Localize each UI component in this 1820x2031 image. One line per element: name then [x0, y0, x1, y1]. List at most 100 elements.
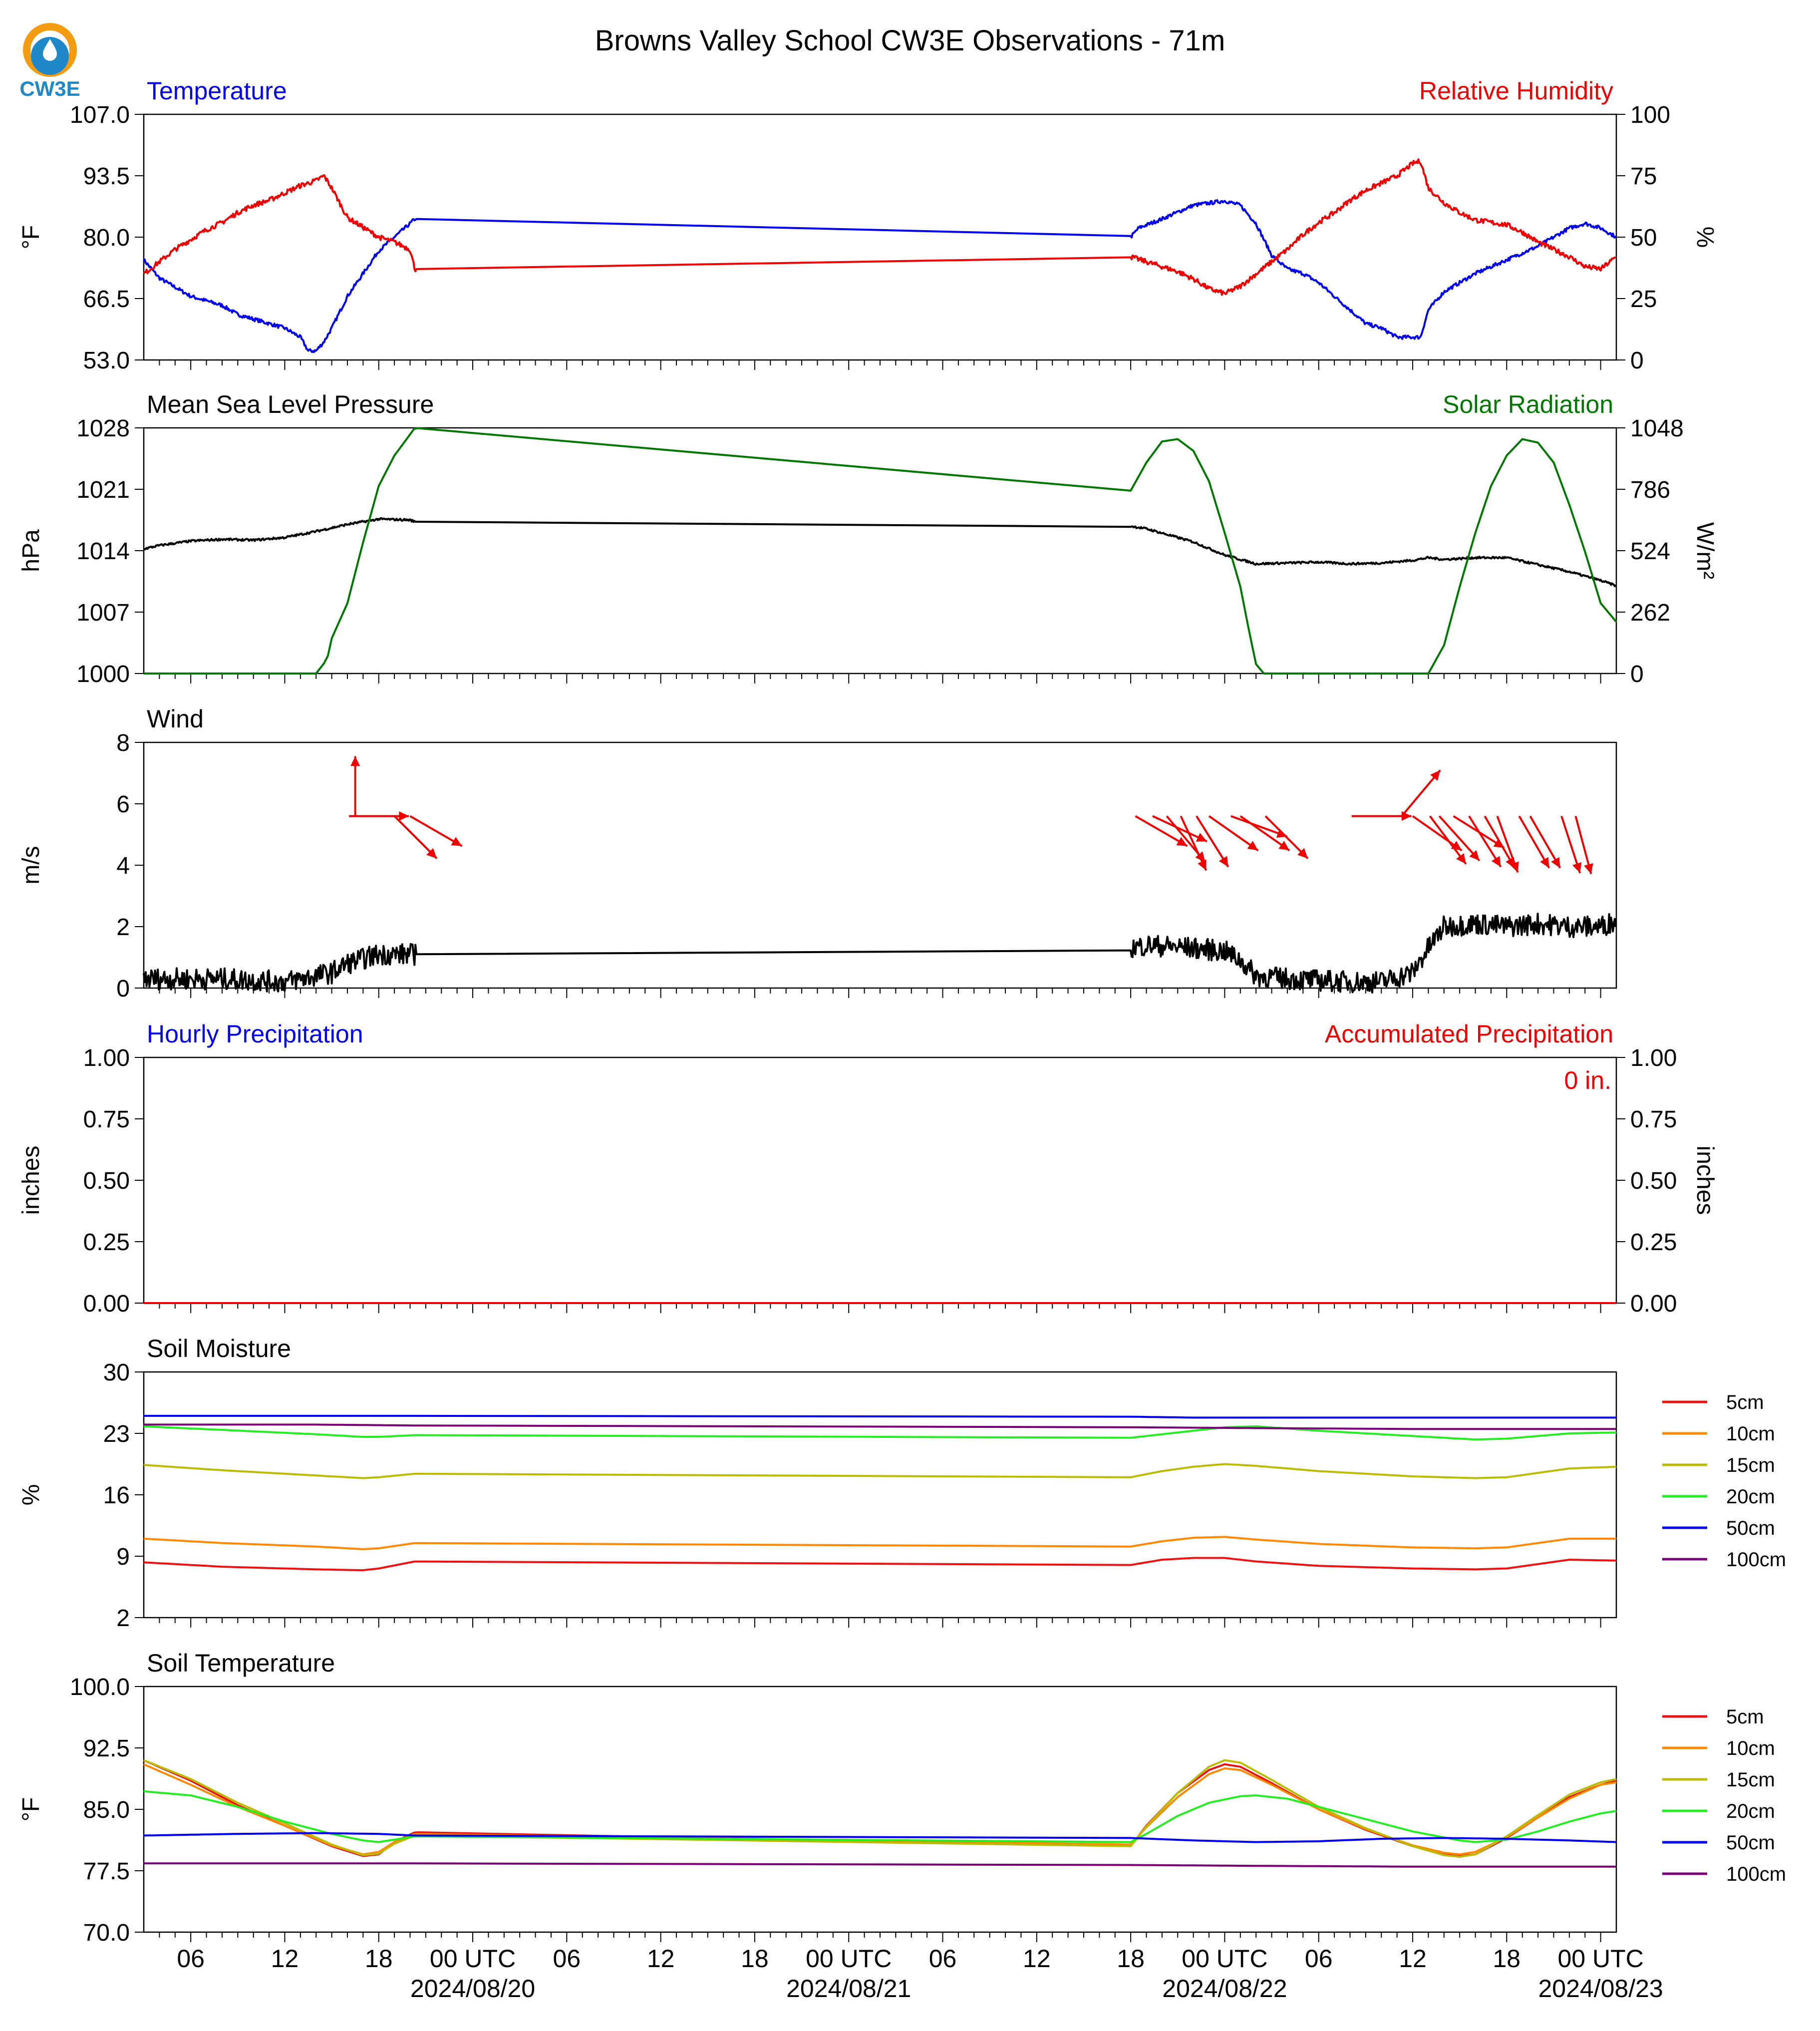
wind-arrow-shaft — [1429, 815, 1467, 865]
x-tick-label: 00 UTC — [1182, 1945, 1267, 1973]
legend: 5cm 10cm 15cm 20cm 50cm 100cm — [1662, 1706, 1786, 1885]
legend-label: 10cm — [1726, 1737, 1775, 1759]
y-tick-label: 0 — [116, 976, 130, 1002]
wind-arrow-shaft — [1180, 815, 1208, 871]
wind-arrow-head — [1198, 859, 1207, 871]
legend-label: 100cm — [1726, 1549, 1786, 1571]
y-right-tick-label: 75 — [1630, 163, 1657, 190]
y-tick-label: 1014 — [76, 538, 130, 565]
wind-arrow-shaft — [1518, 815, 1550, 869]
x-date-label: 2024/08/22 — [1162, 1975, 1287, 2003]
x-tick-label: 12 — [647, 1945, 675, 1973]
panel-precip: 0.00 0.25 0.50 0.75 1.00 0.00 0.25 0.50 0.75 1.00… — [18, 1020, 1718, 1317]
y-axis-label: m/s — [18, 846, 44, 884]
x-tick-label: 06 — [177, 1945, 205, 1973]
chart-title: Browns Valley School CW3E Observations -… — [595, 24, 1225, 57]
wind-arrow-shaft — [409, 815, 463, 847]
y-right-tick-label: 524 — [1630, 538, 1670, 565]
cw3e-logo: CW3E — [19, 23, 80, 100]
wind-arrow-shaft — [1208, 815, 1259, 852]
logo-text: CW3E — [19, 77, 80, 100]
wind-arrow — [1239, 815, 1290, 852]
wind-arrow — [349, 811, 409, 821]
wind-arrow-head — [1247, 841, 1258, 851]
y-right-tick-label: 50 — [1630, 225, 1657, 251]
y-tick-label: 1000 — [76, 661, 130, 687]
series-line-mean-sea-level-pressure — [143, 517, 1617, 588]
y-tick-label: 80.0 — [83, 225, 130, 251]
wind-arrow-head — [426, 848, 437, 859]
wind-arrow-head — [1491, 856, 1501, 867]
y-right-axis-label: % — [1692, 227, 1718, 248]
series-line-temperature — [143, 199, 1617, 353]
wind-arrow — [1496, 815, 1519, 873]
y-right-tick-label: 0.75 — [1630, 1106, 1677, 1133]
panel-title-left: Soil Moisture — [147, 1335, 291, 1362]
series-line-100cm — [144, 1862, 1616, 1868]
y-tick-label: 23 — [103, 1421, 130, 1447]
wind-arrow-head — [1469, 850, 1480, 861]
legend-label: 10cm — [1726, 1423, 1775, 1445]
y-tick-label: 2 — [116, 1605, 130, 1632]
series-line-10cm — [143, 1536, 1616, 1550]
legend-label: 5cm — [1726, 1391, 1764, 1413]
y-axis-label: °F — [18, 225, 44, 250]
wind-arrow — [350, 756, 360, 816]
wind-arrow-head — [1297, 848, 1308, 859]
y-tick-label: 0.75 — [83, 1106, 130, 1133]
y-tick-label: 6 — [116, 791, 130, 818]
panel-title-left: Hourly Precipitation — [147, 1020, 363, 1048]
wind-arrow — [1196, 815, 1229, 868]
series-line-50cm — [143, 1832, 1617, 1843]
wind-arrow-head — [1584, 863, 1593, 874]
wind-arrow-head — [350, 756, 360, 766]
x-tick-label: 12 — [1023, 1945, 1051, 1973]
legend-label: 50cm — [1726, 1517, 1775, 1539]
y-right-tick-label: 0.00 — [1630, 1291, 1677, 1317]
wind-arrow-shaft — [1152, 815, 1208, 843]
wind-arrow — [1230, 815, 1288, 838]
x-tick-label: 00 UTC — [430, 1945, 516, 1973]
legend-label: 20cm — [1726, 1800, 1775, 1822]
wind-arrow-shaft — [1135, 815, 1188, 847]
wind-arrow-head — [1176, 837, 1188, 846]
legend-label: 20cm — [1726, 1486, 1775, 1508]
panel-pressure_solar: 1000 1007 1014 1021 1028 0 262 524 786 1048 hPa W/m… — [18, 390, 1718, 687]
y-right-tick-label: 25 — [1630, 286, 1657, 313]
x-tick-label: 18 — [741, 1945, 769, 1973]
wind-arrow — [1208, 815, 1259, 852]
legend-label: 100cm — [1726, 1863, 1786, 1885]
wind-arrow — [1180, 815, 1208, 871]
y-tick-label: 70.0 — [83, 1920, 130, 1946]
plot-frame — [143, 113, 1617, 361]
y-right-tick-label: 262 — [1630, 600, 1670, 626]
wind-arrow-head — [1456, 853, 1466, 864]
x-date-label: 2024/08/21 — [786, 1975, 911, 2003]
y-right-axis-label: inches — [1692, 1146, 1718, 1215]
y-axis-label: % — [18, 1484, 44, 1506]
panel-soil_temperature: 70.0 77.5 85.0 92.5 100.0 °F Soil Temperature 5… — [18, 1649, 1786, 2003]
y-tick-label: 0.25 — [83, 1229, 130, 1256]
y-right-tick-label: 0 — [1630, 347, 1644, 374]
x-tick-label: 18 — [365, 1945, 393, 1973]
wind-arrow-head — [1218, 856, 1228, 867]
wind-arrow-shaft — [1401, 769, 1441, 817]
wind-arrow-shaft — [1239, 815, 1290, 852]
y-right-tick-label: 1.00 — [1630, 1045, 1677, 1071]
wind-arrow — [1401, 769, 1441, 817]
wind-arrow-head — [1430, 770, 1441, 781]
wind-arrow — [1135, 815, 1188, 847]
legend-label: 5cm — [1726, 1706, 1764, 1728]
wind-arrow — [1560, 815, 1582, 874]
x-tick-label: 06 — [553, 1945, 581, 1973]
wind-arrow-head — [1278, 841, 1290, 851]
wind-arrow-shaft — [1529, 815, 1561, 869]
series-line-wind-speed — [143, 913, 1617, 994]
x-date-label: 2024/08/20 — [410, 1975, 535, 2003]
panel-title-left: Mean Sea Level Pressure — [147, 390, 434, 418]
wind-arrow-shaft — [1196, 815, 1229, 868]
panel-wind: 0 2 4 6 8 m/s Wind — [18, 705, 1617, 1002]
y-tick-label: 66.5 — [83, 286, 130, 313]
panel-title-right: Solar Radiation — [1443, 390, 1613, 418]
